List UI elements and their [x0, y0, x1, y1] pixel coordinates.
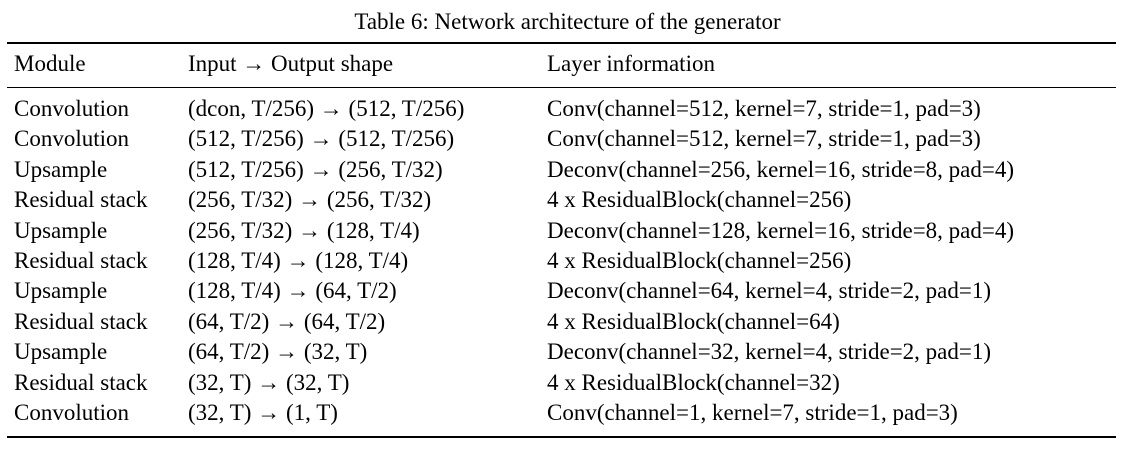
layer-info-cell: Conv(channel=1, kernel=7, stride=1, pad=… [547, 400, 958, 425]
shape-cell: (512, T/256) → (512, T/256) [188, 126, 455, 152]
module-cell: Upsample [14, 156, 108, 182]
module-cell: Convolution [14, 96, 130, 121]
table-row: Upsample (256, T/32) → (128, T/4) Deconv(c… [0, 216, 1135, 246]
shape-cell: (256, T/32) → (128, T/4) [188, 217, 420, 243]
module-cell: Residual stack [14, 369, 148, 395]
module-cell: Residual stack [14, 248, 148, 273]
shape-cell: (256, T/32) → (256, T/32) [188, 187, 432, 213]
header-shape: Input → Output shape [188, 51, 394, 76]
table-row: Residual stack (64, T/2) → (64, T/2) 4 x R… [0, 307, 1135, 337]
table-row: Convolution (512, T/256) → (512, T/256) Co… [0, 124, 1135, 154]
module-cell: Convolution [14, 400, 130, 425]
table-row: Upsample (128, T/4) → (64, T/2) Deconv(cha… [0, 276, 1135, 306]
layer-info-cell: Deconv(channel=128, kernel=16, stride=8,… [547, 217, 1015, 243]
table-row: Upsample (64, T/2) → (32, T) Deconv(channe… [0, 337, 1135, 367]
layer-info-cell: 4 x ResidualBlock(channel=256) [547, 187, 852, 213]
table-row: Convolution (32, T) → (1, T) Conv(channel=… [0, 398, 1135, 428]
layer-info-cell: Conv(channel=512, kernel=7, stride=1, pa… [547, 96, 981, 121]
shape-cell: (dcon, T/256) → (512, T/256) [188, 96, 465, 121]
module-cell: Convolution [14, 126, 130, 152]
shape-cell: (32, T) → (1, T) [188, 400, 338, 425]
table-caption: Table 6: Network architecture of the gen… [354, 9, 781, 34]
table-row: Convolution (dcon, T/256) → (512, T/256) C… [0, 94, 1135, 124]
table-header-row: Module Input → Output shape Layer inform… [0, 49, 1135, 79]
layer-info-cell: 4 x ResidualBlock(channel=64) [547, 308, 840, 334]
header-module: Module [14, 51, 86, 76]
shape-cell: (512, T/256) → (256, T/32) [188, 156, 443, 182]
module-cell: Upsample [14, 339, 108, 365]
header-layer-info: Layer information [547, 51, 715, 76]
table-bottom-rule [7, 436, 1116, 438]
shape-cell: (128, T/4) → (128, T/4) [188, 248, 409, 273]
module-cell: Upsample [14, 217, 108, 243]
shape-cell: (32, T) → (32, T) [188, 369, 350, 395]
table-row: Residual stack (32, T) → (32, T) 4 x Resid… [0, 368, 1135, 398]
layer-info-cell: Deconv(channel=256, kernel=16, stride=8,… [547, 156, 1015, 182]
layer-info-cell: 4 x ResidualBlock(channel=32) [547, 369, 840, 395]
table-row: Upsample (512, T/256) → (256, T/32) Deconv… [0, 155, 1135, 185]
layer-info-cell: Deconv(channel=32, kernel=4, stride=2, p… [547, 339, 992, 365]
module-cell: Residual stack [14, 308, 148, 334]
module-cell: Upsample [14, 278, 108, 304]
shape-cell: (128, T/4) → (64, T/2) [188, 278, 397, 304]
table-row: Residual stack (128, T/4) → (128, T/4) 4 x… [0, 246, 1135, 276]
layer-info-cell: Deconv(channel=64, kernel=4, stride=2, p… [547, 278, 992, 304]
table-top-rule [7, 42, 1116, 44]
layer-info-cell: 4 x ResidualBlock(channel=256) [547, 248, 852, 273]
module-cell: Residual stack [14, 187, 148, 213]
table-row: Residual stack (256, T/32) → (256, T/32) 4… [0, 185, 1135, 215]
shape-cell: (64, T/2) → (64, T/2) [188, 308, 386, 334]
table-header-rule [7, 87, 1116, 88]
layer-info-cell: Conv(channel=512, kernel=7, stride=1, pa… [547, 126, 981, 152]
shape-cell: (64, T/2) → (32, T) [188, 339, 368, 365]
